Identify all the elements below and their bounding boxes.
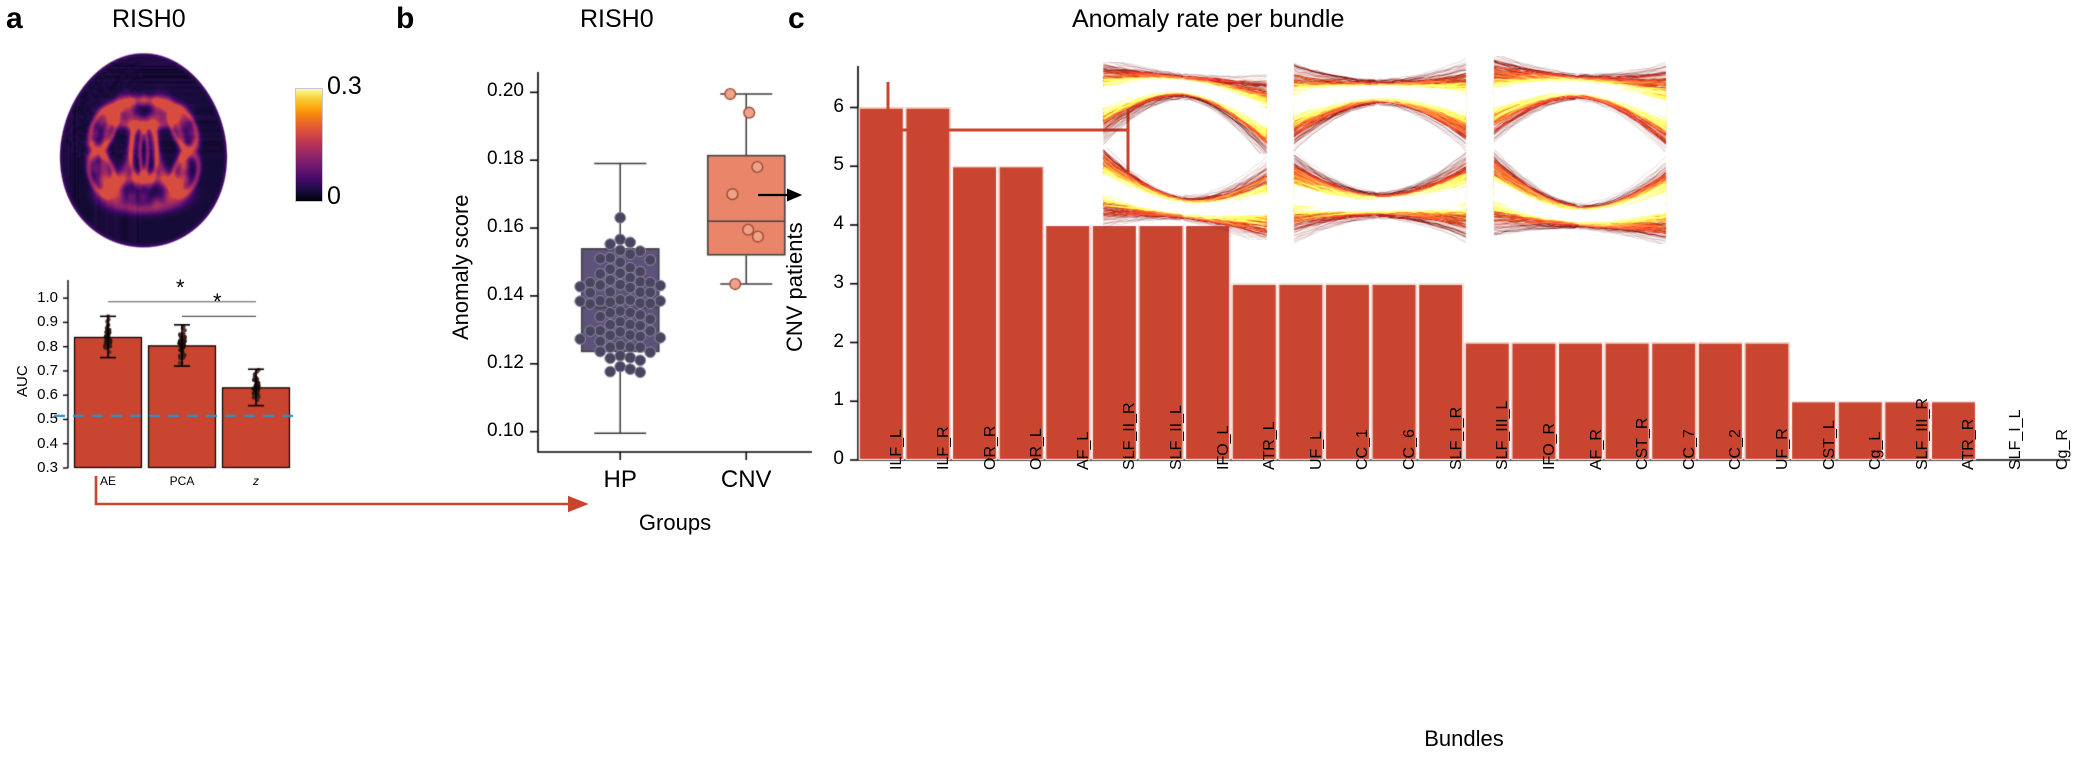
tract-bundle-rendering-2 bbox=[1280, 56, 1480, 152]
bundle-x-tick-cg_l: Cg_L bbox=[1867, 431, 1885, 470]
bundle-x-tick-slf_i_l: SLF_I_L bbox=[2007, 409, 2025, 470]
bundle-x-tick-cc_1: CC_1 bbox=[1354, 429, 1372, 470]
bundle-x-tick-or_l: OR_L bbox=[1028, 428, 1046, 470]
significance-star: * bbox=[176, 274, 185, 300]
auc-y-tick: 0.6 bbox=[37, 386, 58, 404]
bundles-x-axis-label: Bundles bbox=[1424, 726, 1504, 751]
auc-y-tick: 0.8 bbox=[37, 337, 58, 355]
cnv-patients-y-axis-label: CNV patients bbox=[782, 222, 807, 352]
auc-y-tick: 0.3 bbox=[37, 459, 58, 476]
auc-canvas bbox=[0, 268, 300, 518]
colorbar-min-label: 0 bbox=[327, 182, 341, 210]
cnv-patients-y-tick: 2 bbox=[833, 330, 844, 352]
panel-b: b RISH0 Anomaly score Groups 0.200.180.1… bbox=[396, 0, 820, 560]
tract-bundle-rendering-4 bbox=[1090, 148, 1280, 240]
groups-x-axis-label: Groups bbox=[638, 510, 712, 535]
tract-canvas bbox=[1280, 56, 1480, 152]
group-x-tick-cnv: CNV bbox=[720, 466, 772, 493]
arrow-a-to-b-icon bbox=[94, 476, 589, 513]
bundle-x-tick-ifo_r: IFO_R bbox=[1540, 422, 1558, 470]
tract-bundle-rendering-3 bbox=[1480, 56, 1680, 152]
cnv-patients-y-tick: 6 bbox=[833, 95, 844, 117]
anomaly-score-y-tick: 0.18 bbox=[487, 148, 524, 170]
colorbar: 0.3 0 bbox=[295, 72, 362, 210]
tract-canvas bbox=[1090, 62, 1280, 154]
bundle-x-tick-ilf_l: ILF_L bbox=[888, 429, 906, 470]
bundle-x-tick-ifo_l: IFO_L bbox=[1214, 425, 1232, 470]
bundle-x-tick-uf_r: UF_R bbox=[1774, 428, 1791, 470]
bundle-x-tick-slf_iii_r: SLF_III_R bbox=[1913, 397, 1931, 470]
auc-x-tick-pca: PCA bbox=[169, 474, 195, 488]
auc-y-tick: 0.9 bbox=[37, 313, 58, 331]
arrow-b-to-c-icon bbox=[758, 188, 803, 202]
bundle-x-tick-af_l: AF_L bbox=[1074, 431, 1092, 470]
cnv-patients-y-tick: 0 bbox=[833, 448, 844, 469]
cnv-patients-y-tick: 3 bbox=[833, 271, 844, 293]
anomaly-score-y-tick: 0.10 bbox=[487, 419, 524, 441]
boxplot-canvas bbox=[420, 0, 820, 560]
auc-bar-chart: AUC 1.0 0.9 0.8 0.7 0.6 0.5 0.4 0.3 AE PCA z * * bbox=[0, 268, 300, 518]
bundle-x-tick-atr_r: ATR_R bbox=[1960, 418, 1978, 470]
tract-bundle-rendering-5 bbox=[1280, 148, 1480, 244]
brain-canvas bbox=[38, 38, 248, 253]
auc-y-tick: 0.5 bbox=[37, 410, 58, 428]
tract-canvas bbox=[1090, 148, 1280, 240]
panel-a-title: RISH0 bbox=[112, 5, 186, 33]
bundle-x-tick-slf_iii_l: SLF_III_L bbox=[1494, 400, 1512, 470]
tract-bundle-rendering-6 bbox=[1480, 150, 1680, 244]
cnv-patients-y-tick: 1 bbox=[833, 389, 844, 411]
auc-x-tick-z: z bbox=[253, 474, 259, 488]
group-x-tick-hp: HP bbox=[603, 466, 637, 493]
auc-y-tick: 1.0 bbox=[37, 289, 58, 307]
cnv-patients-y-tick: 5 bbox=[833, 154, 844, 176]
bundle-x-tick-uf_l: UF_L bbox=[1307, 430, 1325, 470]
tract-canvas bbox=[1480, 150, 1680, 244]
auc-y-tick: 0.7 bbox=[37, 361, 58, 379]
tract-bundle-rendering-1 bbox=[1090, 62, 1280, 154]
cnv-patients-y-tick: 4 bbox=[833, 213, 844, 234]
panel-c: c Anomaly rate per bundle CNV patients B… bbox=[782, 0, 2095, 784]
bundle-x-tick-cst_r: CST_R bbox=[1634, 417, 1652, 470]
tract-canvas bbox=[1280, 148, 1480, 244]
bundle-x-tick-cc_6: CC_6 bbox=[1401, 429, 1419, 470]
panel-a: a RISH0 0.3 0 AUC 1.0 0.9 0.8 0.7 0.6 0.5 0.4 0… bbox=[0, 0, 420, 560]
bundle-x-tick-cst_l: CST_L bbox=[1820, 420, 1838, 470]
bundle-x-tick-atr_l: ATR_L bbox=[1261, 421, 1279, 470]
bundle-x-tick-af_r: AF_R bbox=[1587, 429, 1605, 470]
anomaly-score-y-tick: 0.16 bbox=[487, 216, 524, 238]
axial-brain-rish0-map bbox=[38, 38, 248, 253]
anomaly-score-y-tick: 0.12 bbox=[487, 351, 524, 373]
auc-x-tick-ae: AE bbox=[99, 474, 116, 488]
bundle-x-tick-slf_i_r: SLF_I_R bbox=[1447, 406, 1465, 470]
auc-y-tick: 0.4 bbox=[37, 434, 58, 452]
bundle-x-tick-slf_ii_l: SLF_II_L bbox=[1168, 405, 1185, 470]
tract-canvas bbox=[1480, 56, 1680, 152]
panel-a-letter: a bbox=[6, 2, 23, 35]
bundle-x-tick-ilf_r: ILF_R bbox=[934, 426, 952, 470]
bundle-x-tick-slf_ii_r: SLF_II_R bbox=[1121, 402, 1139, 470]
bundle-x-tick-cc_7: CC_7 bbox=[1680, 429, 1698, 470]
anomaly-score-y-tick: 0.14 bbox=[487, 283, 524, 305]
colorbar-max-label: 0.3 bbox=[327, 72, 362, 100]
bundle-x-tick-cc_2: CC_2 bbox=[1727, 429, 1745, 470]
bundle-x-tick-cg_r: Cg_R bbox=[2053, 429, 2071, 470]
colorbar-gradient bbox=[295, 88, 323, 202]
anomaly-score-y-tick: 0.20 bbox=[487, 80, 524, 102]
bundle-x-tick-or_r: OR_R bbox=[981, 425, 999, 470]
significance-star: * bbox=[213, 289, 222, 315]
panel-b-letter: b bbox=[396, 2, 415, 35]
